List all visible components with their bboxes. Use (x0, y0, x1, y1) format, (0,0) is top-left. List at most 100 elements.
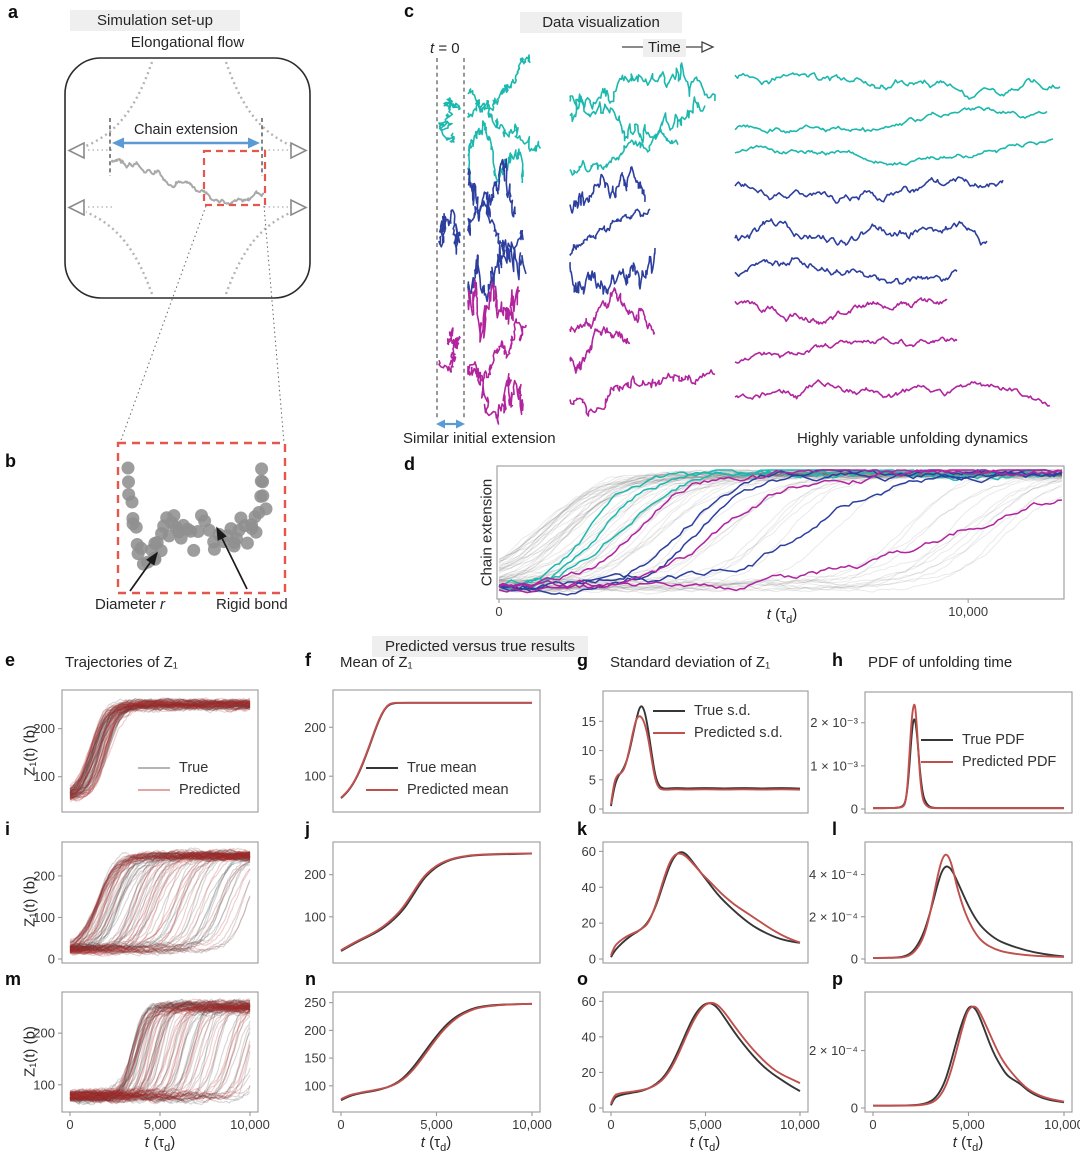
extension-bounds-dashed (109, 118, 263, 176)
pred-swatch-icon (366, 789, 398, 791)
legend-item: Predicted mean (366, 779, 509, 801)
svg-text:0: 0 (48, 952, 55, 967)
legend-label: True s.d. (694, 703, 751, 719)
svg-text:5,000: 5,000 (952, 1117, 985, 1132)
legend-item: True (138, 757, 240, 779)
svg-text:0: 0 (589, 1101, 596, 1116)
panel-letter-j: j (305, 819, 311, 839)
svg-text:5,000: 5,000 (420, 1117, 453, 1132)
t0-label: t = 0 (430, 40, 460, 58)
svg-text:0: 0 (869, 1117, 876, 1132)
svg-text:40: 40 (582, 880, 596, 895)
title-std: Standard deviation of Z₁ (610, 654, 771, 671)
legend-label: True PDF (962, 732, 1025, 748)
bead-chain (121, 461, 273, 571)
caption-unfolding-dynamics: Highly variable unfolding dynamics (797, 430, 1028, 447)
svg-text:100: 100 (304, 769, 326, 784)
t0-variable: t (430, 40, 435, 57)
svg-text:150: 150 (304, 1051, 326, 1066)
m-xlabel: t (τd) (144, 1134, 176, 1154)
svg-text:5: 5 (589, 772, 596, 787)
outflow-arrow-icon (290, 198, 308, 217)
svg-text:0: 0 (337, 1117, 344, 1132)
svg-text:20: 20 (582, 1065, 596, 1080)
legend-label: True mean (407, 760, 477, 776)
legend-item: True mean (366, 757, 509, 779)
panel-letter-p: p (832, 969, 843, 989)
svg-text:2 × 10⁻⁴: 2 × 10⁻⁴ (809, 1043, 858, 1058)
svg-text:0: 0 (851, 952, 858, 967)
e-ylabel: Z₁(t) (b) (21, 725, 39, 776)
header-results: Predicted versus true results (372, 636, 588, 657)
svg-text:40: 40 (582, 1029, 596, 1044)
streamline-top-right (224, 61, 293, 148)
panel-letter-m: m (5, 969, 22, 989)
svg-text:10,000: 10,000 (230, 1117, 270, 1132)
true-swatch-icon (653, 710, 685, 712)
svg-text:0: 0 (851, 802, 858, 817)
svg-text:100: 100 (304, 909, 326, 924)
chain-snapshots (438, 54, 1061, 425)
svg-text:0: 0 (607, 1117, 614, 1132)
panel-c-visualization (436, 40, 1061, 429)
diameter-variable: r (160, 596, 166, 613)
t0-window-dashed (436, 58, 465, 420)
svg-text:0: 0 (495, 604, 502, 619)
t0-value: = 0 (434, 40, 460, 57)
panel-letter-l: l (832, 819, 838, 839)
svg-text:10,000: 10,000 (1044, 1117, 1080, 1132)
m-ylabel: Z₁(t) (b) (21, 1026, 39, 1077)
legend-item: Predicted s.d. (653, 722, 783, 744)
polymer-chain (111, 158, 265, 206)
svg-text:0: 0 (589, 952, 596, 967)
svg-text:0: 0 (851, 1101, 858, 1116)
legend-f: True mean Predicted mean (366, 757, 509, 801)
svg-text:10,000: 10,000 (512, 1117, 552, 1132)
svg-text:0: 0 (589, 802, 596, 817)
legend-label: Predicted (179, 782, 241, 798)
i-ylabel: Z₁(t) (b) (21, 876, 39, 927)
arrow-head-icon (456, 419, 465, 429)
time-label: Time (643, 39, 686, 57)
diameter-label-text: Diameter (95, 596, 161, 613)
panel-letter-c: c (404, 1, 415, 21)
svg-text:4 × 10⁻⁴: 4 × 10⁻⁴ (809, 867, 858, 882)
zoom-connector (263, 205, 285, 444)
svg-text:100: 100 (304, 1078, 326, 1093)
legend-h: True PDF Predicted PDF (921, 729, 1056, 773)
arrow-head-icon (112, 137, 124, 149)
svg-text:200: 200 (304, 1023, 326, 1038)
svg-text:2 × 10⁻³: 2 × 10⁻³ (810, 715, 858, 730)
true-swatch-icon (138, 767, 170, 769)
pred-swatch-icon (138, 789, 170, 791)
d-ylabel: Chain extension (478, 478, 496, 587)
panel-letter-o: o (577, 969, 588, 989)
legend-label: Predicted PDF (962, 754, 1057, 770)
tau-subscript: d (786, 614, 793, 626)
svg-text:20: 20 (582, 916, 596, 931)
tau-close: ) (792, 606, 798, 623)
legend-g: True s.d. Predicted s.d. (653, 700, 783, 744)
legend-label: True (179, 760, 209, 776)
legend-e: True Predicted (138, 757, 240, 801)
outflow-arrow-icon (67, 198, 85, 217)
svg-text:0: 0 (66, 1117, 73, 1132)
caption-initial-extension: Similar initial extension (403, 430, 556, 447)
title-trajectories: Trajectories of Z₁ (65, 654, 178, 671)
svg-text:250: 250 (304, 995, 326, 1010)
header-simulation: Simulation set-up (70, 10, 240, 31)
panel-letter-a: a (8, 2, 19, 22)
svg-text:15: 15 (582, 714, 596, 729)
panel-a-b-diagram (64, 57, 311, 595)
svg-text:2 × 10⁻⁴: 2 × 10⁻⁴ (809, 909, 858, 924)
outflow-arrow-icon (290, 141, 308, 160)
zoom-region-box (202, 149, 267, 207)
svg-text:1 × 10⁻³: 1 × 10⁻³ (810, 758, 858, 773)
true-swatch-icon (366, 767, 398, 769)
n-xlabel: t (τd) (420, 1134, 452, 1154)
svg-text:200: 200 (304, 867, 326, 882)
panel-letter-h: h (832, 650, 843, 670)
time-arrow-head-icon (701, 40, 715, 54)
panel-a-title: Elongational flow (130, 34, 245, 51)
arrow-head-icon (248, 137, 260, 149)
